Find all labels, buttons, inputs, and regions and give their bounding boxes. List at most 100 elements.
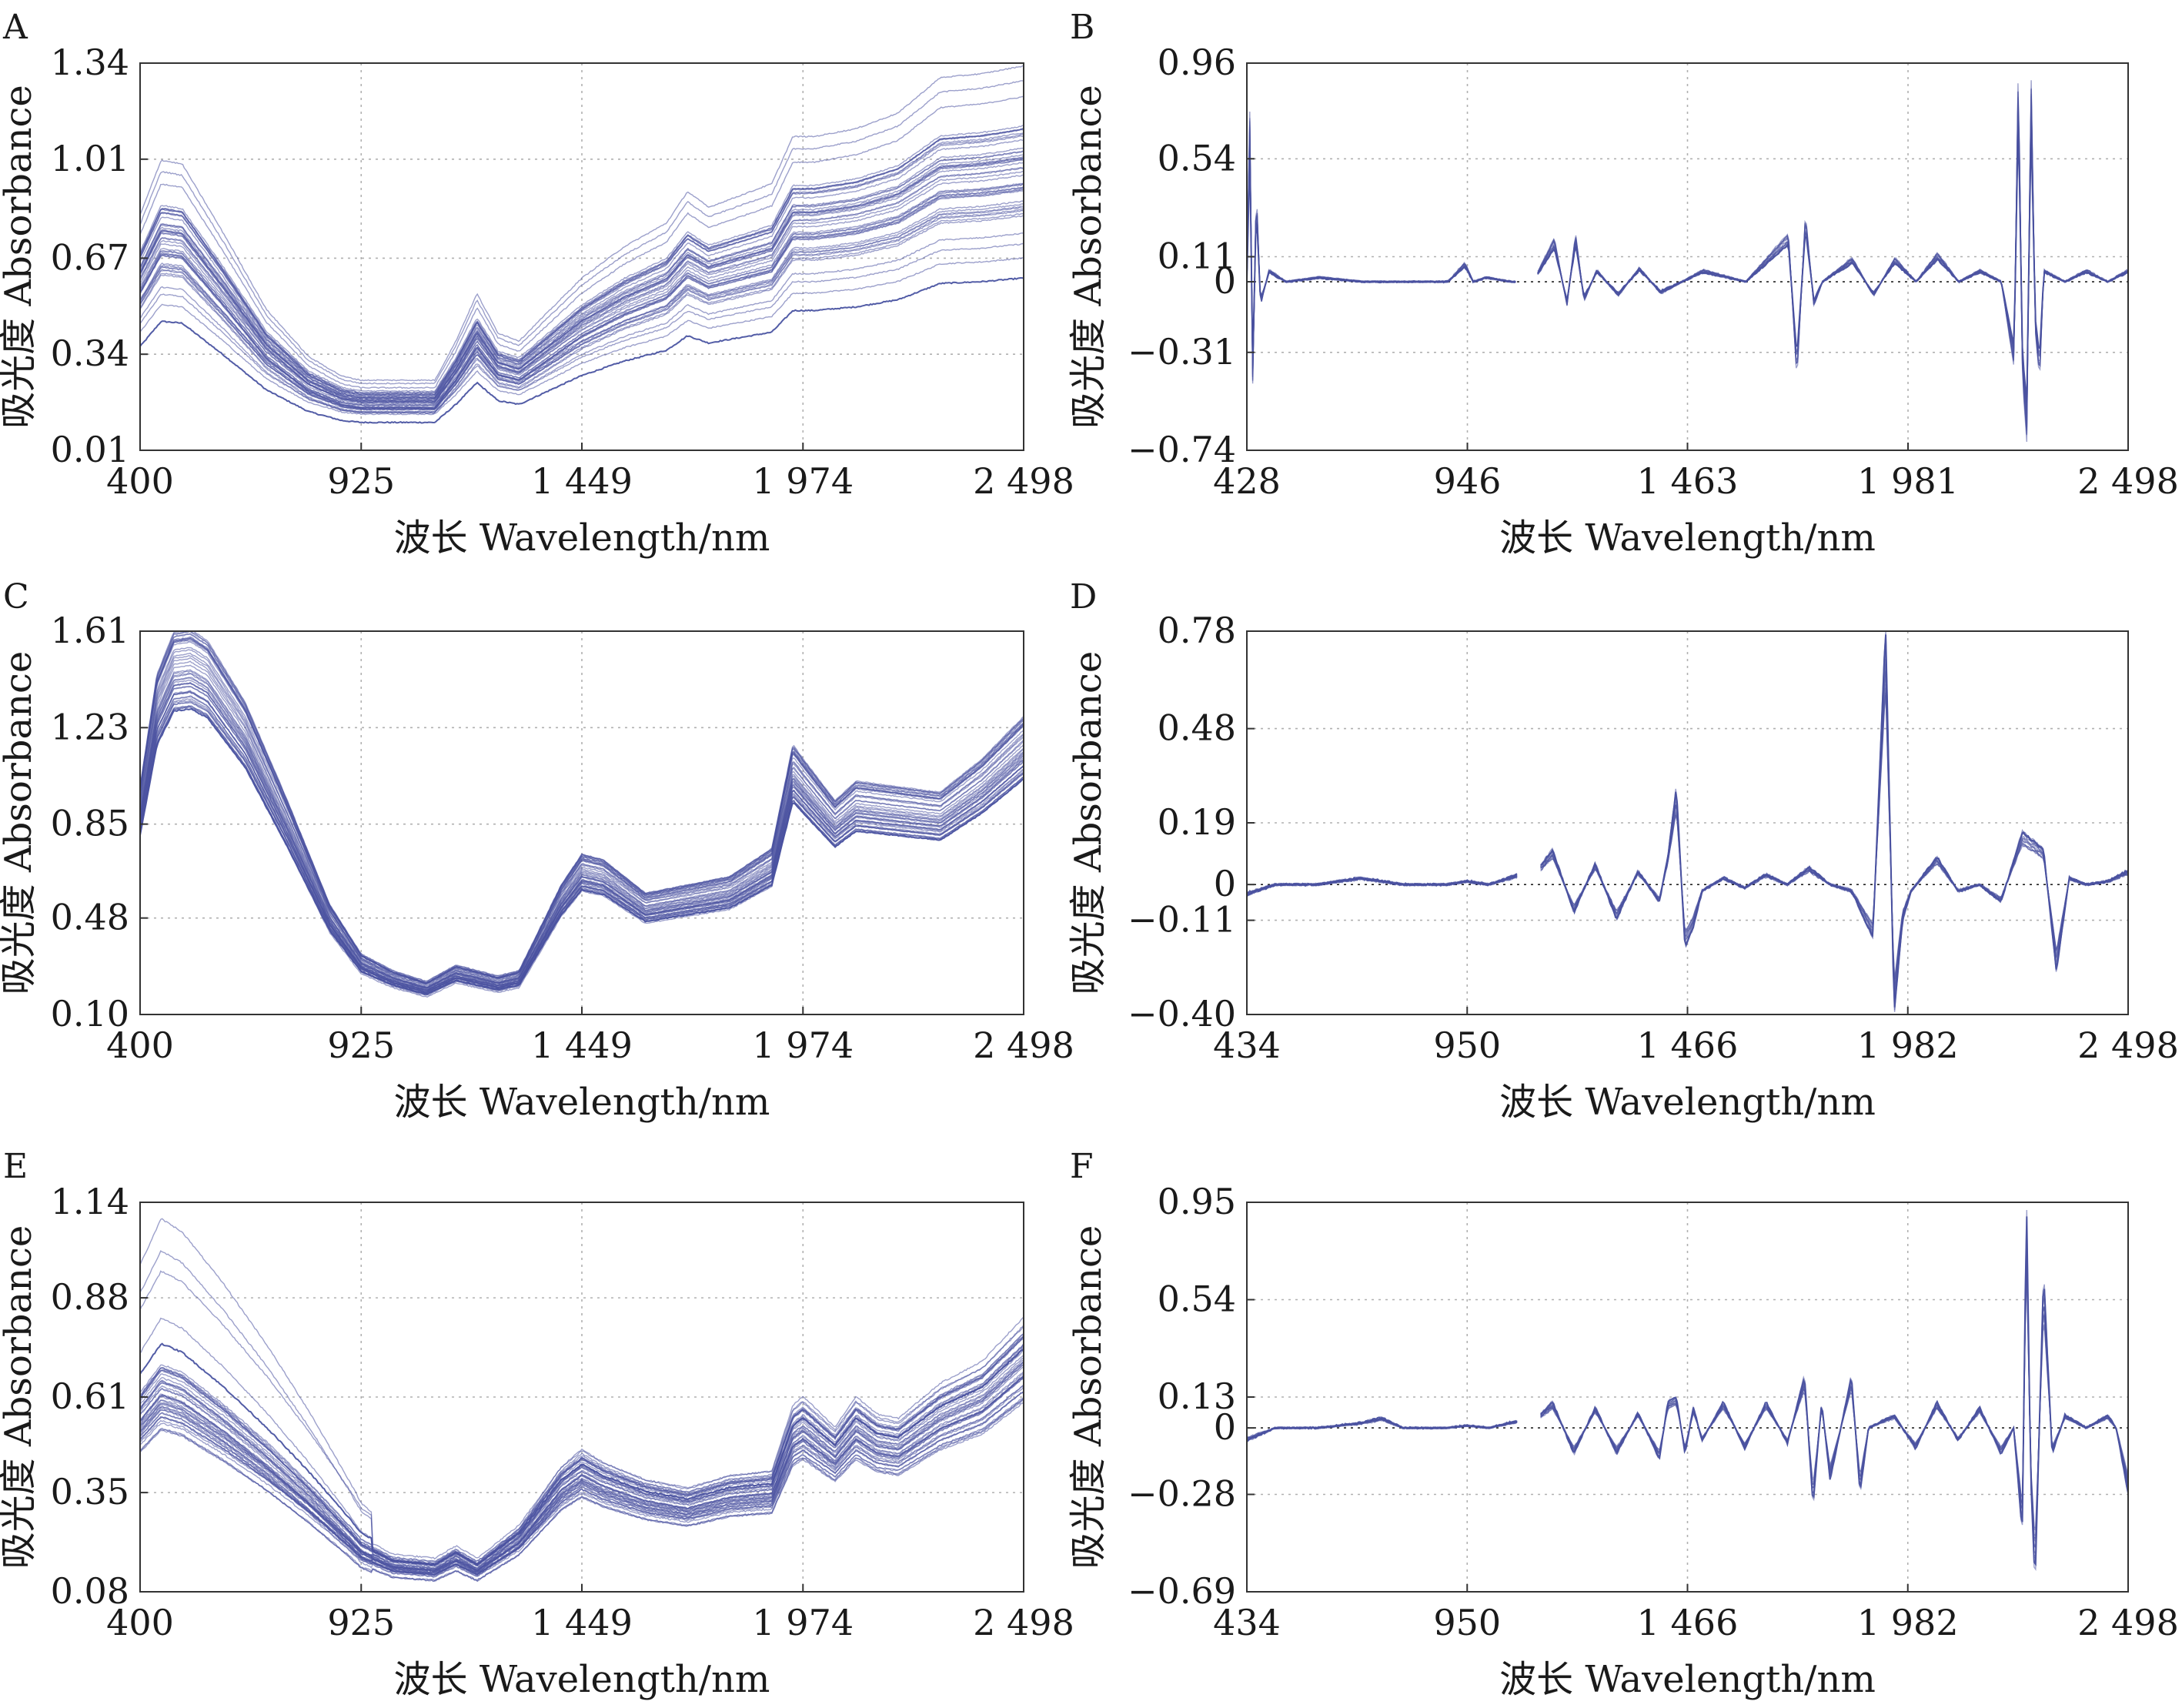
y-tick-label-e: 0.88 [51, 1276, 129, 1318]
x-axis-label-a: 波长 Wavelength/nm [394, 516, 770, 560]
spectrum-trace-c [139, 672, 1024, 991]
spectrum-trace-e [139, 1270, 1024, 1560]
y-tick-label-c: 0.48 [51, 897, 129, 938]
spectrum-trace-c [139, 630, 1024, 984]
x-tick-label-f: 1 982 [1857, 1602, 1959, 1643]
y-tick-label-c: 0.10 [51, 993, 129, 1034]
plot-e: 400 925 1 449 1 974 2 498 0.08 0.35 0.61 0.88 1.1… [0, 1181, 1074, 1701]
spectrum-trace-a [139, 182, 1024, 403]
spectrum-trace-a [139, 133, 1024, 396]
y-tick-label-f: 0.95 [1158, 1181, 1236, 1222]
spectrum-trace-e [139, 1371, 1024, 1572]
x-tick-label-b: 2 498 [2077, 460, 2179, 502]
spectrum-trace-f [1247, 1273, 2129, 1530]
spectrum-trace-c [139, 691, 1024, 991]
spectrum-trace-e [139, 1385, 1024, 1576]
y-tick-label-d: 0.48 [1158, 707, 1236, 749]
spectrum-trace-a [139, 203, 1024, 409]
spectrum-trace-f [1246, 1228, 2129, 1557]
x-tick-label-b: 1 981 [1857, 460, 1959, 502]
y-axis-label-c: 吸光度 Absorbance [0, 651, 40, 995]
y-axis-label-a: 吸光度 Absorbance [0, 85, 40, 429]
plot-frame-a [139, 62, 1024, 451]
y-tick-label-a: 0.01 [51, 429, 129, 470]
plot-b: 428 946 1 463 1 981 2 498 −0.74 −0.31 00.11 0.54… [1067, 42, 2179, 560]
x-tick-label-b: 428 [1213, 460, 1281, 502]
x-axis-label-f: 波长 Wavelength/nm [1499, 1658, 1876, 1701]
y-axis-label-f: 吸光度 Absorbance [1067, 1225, 1110, 1569]
x-tick-label-b: 1 463 [1637, 460, 1739, 502]
spectrum-trace-a [139, 150, 1024, 396]
y-tick-label-f: −0.28 [1128, 1473, 1236, 1515]
spectrum-trace-a [139, 209, 1024, 410]
x-tick-label-d: 434 [1213, 1024, 1281, 1066]
spectrum-trace-a [139, 212, 1024, 413]
spectrum-trace-f [1246, 1255, 2129, 1540]
x-tick-label-c: 400 [106, 1024, 174, 1066]
spectrum-trace-e [139, 1250, 1024, 1566]
panel-f: F 434 950 1 466 1 982 2 498 −0.69 −0.28 00.13 0.… [1067, 1147, 2179, 1701]
spectrum-trace-a [139, 186, 1024, 409]
y-tick-label-d: −0.40 [1128, 993, 1236, 1034]
x-tick-label-a: 1 974 [752, 460, 854, 502]
y-tick-label-d: 0.19 [1158, 801, 1236, 843]
spectrum-trace-e [139, 1399, 1024, 1582]
x-tick-label-a: 2 498 [973, 460, 1074, 502]
spectrum-trace-a [139, 150, 1024, 398]
spectrum-trace-a [139, 80, 1024, 385]
spectrum-trace-d [1246, 687, 2129, 984]
y-tick-label-a: 1.34 [51, 42, 129, 83]
spectrum-trace-a [139, 182, 1024, 407]
spectrum-trace-c [139, 637, 1024, 983]
panel-label-e: E [3, 1147, 28, 1186]
y-tick-label-d: 0.78 [1158, 610, 1236, 651]
x-tick-label-e: 1 974 [752, 1602, 854, 1643]
panel-a: A 400 925 1 449 1 974 2 498 0.01 0.34 0.67 1.01 1… [0, 8, 1074, 560]
x-tick-label-e: 2 498 [973, 1602, 1074, 1643]
spectrum-trace-c [139, 669, 1024, 988]
y-tick-label-e: 0.08 [51, 1570, 129, 1612]
plot-c: 400 925 1 449 1 974 2 498 0.10 0.48 0.85 1.23 1.6… [0, 610, 1074, 1124]
spectrum-trace-e [139, 1362, 1024, 1568]
y-tick-label-b: 0.11 [1158, 236, 1236, 277]
spectrum-trace-c [139, 695, 1024, 996]
spectrum-trace-b [1246, 95, 2129, 429]
y-axis-label-e: 吸光度 Absorbance [0, 1225, 40, 1569]
x-axis-label-d: 波长 Wavelength/nm [1499, 1081, 1876, 1124]
y-tick-label-a: 1.01 [51, 138, 129, 179]
x-axis-label-c: 波长 Wavelength/nm [394, 1081, 770, 1124]
y-axis-label-d: 吸光度 Absorbance [1067, 651, 1110, 995]
spectrum-trace-c [139, 696, 1024, 991]
spectrum-trace-e [139, 1348, 1024, 1566]
y-tick-label-b: −0.31 [1128, 331, 1236, 373]
panel-d: D 434 950 1 466 1 982 2 498 −0.40 −0.110 0.19 0.… [1067, 577, 2179, 1124]
x-tick-label-c: 2 498 [973, 1024, 1074, 1066]
x-tick-label-f: 1 466 [1637, 1602, 1739, 1643]
spectrum-trace-a [139, 206, 1024, 406]
y-tick-label-f: 0.54 [1158, 1278, 1236, 1320]
x-tick-label-f: 950 [1433, 1602, 1501, 1643]
spectrum-trace-a [139, 232, 1024, 414]
x-axis-label-b: 波长 Wavelength/nm [1499, 516, 1876, 560]
y-tick-label-e: 0.61 [51, 1375, 129, 1417]
x-tick-label-c: 1 974 [752, 1024, 854, 1066]
x-tick-label-d: 1 466 [1637, 1024, 1739, 1066]
spectrum-trace-c [139, 654, 1024, 985]
y-tick-label-d: 0 [1214, 863, 1236, 904]
spectrum-trace-a [139, 174, 1024, 405]
panel-e: E 400 925 1 449 1 974 2 498 0.08 0.35 0.61 0.88 1… [0, 1147, 1074, 1701]
plot-f: 434 950 1 466 1 982 2 498 −0.69 −0.28 00.13 0.54… [1067, 1181, 2179, 1701]
spectrum-trace-c [139, 679, 1024, 991]
x-tick-label-b: 946 [1434, 460, 1502, 502]
spectrum-trace-a [139, 171, 1024, 403]
panel-label-a: A [2, 8, 28, 47]
spectrum-trace-e [139, 1374, 1024, 1576]
x-tick-label-c: 925 [327, 1024, 395, 1066]
spectrum-trace-a [139, 257, 1024, 416]
spectrum-trace-b [1246, 93, 2129, 431]
x-tick-label-d: 2 498 [2077, 1024, 2179, 1066]
y-tick-label-b: −0.74 [1128, 429, 1236, 470]
spectrum-trace-e [139, 1343, 1024, 1564]
x-tick-label-f: 434 [1213, 1602, 1281, 1643]
